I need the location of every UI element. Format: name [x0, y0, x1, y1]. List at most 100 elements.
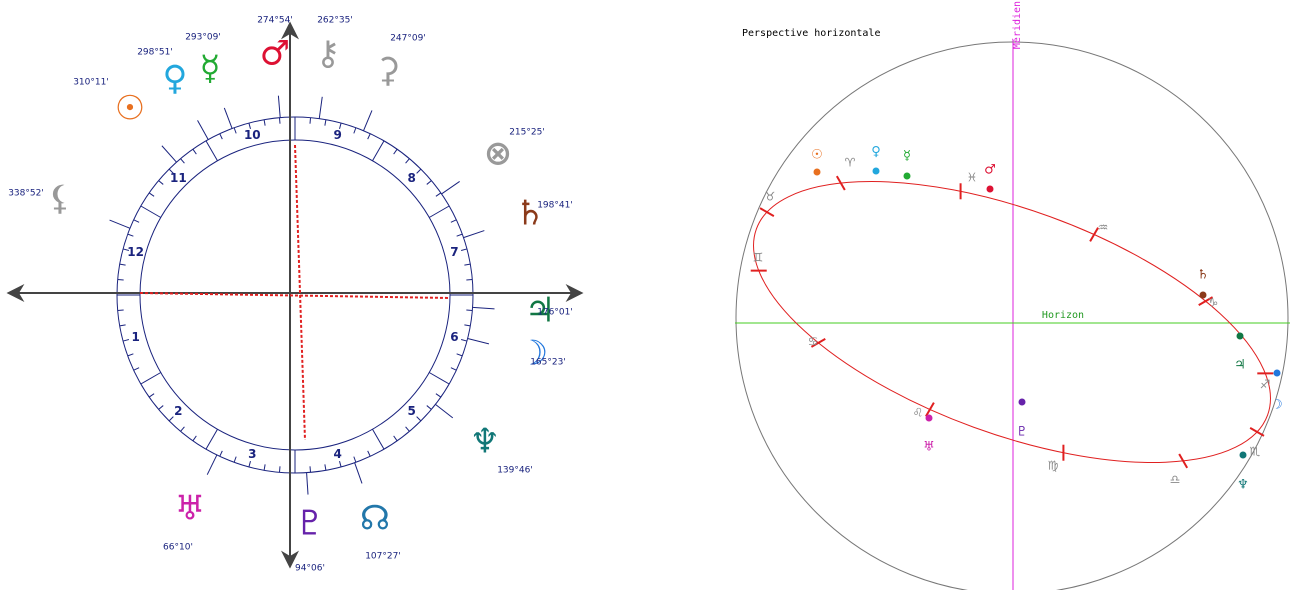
- sign-glyph: ♌: [913, 406, 924, 420]
- sign-glyph: ♉: [765, 190, 776, 204]
- ring-tick: [426, 405, 432, 410]
- planet-dot: [872, 167, 880, 175]
- ring-tick: [127, 233, 134, 237]
- sign-glyph: ♋: [808, 335, 819, 349]
- ring-tick: [367, 133, 371, 140]
- ring-tick: [219, 133, 223, 140]
- ring-tick: [309, 117, 312, 124]
- sign-glyph: ♐: [1260, 378, 1271, 392]
- ring-tick: [372, 140, 385, 162]
- ring-tick: [428, 372, 450, 385]
- planet-dot: [903, 172, 911, 180]
- planet-degree: 298°51': [137, 48, 173, 58]
- ring-tick: [140, 372, 162, 385]
- planet-glyph: ♇: [1016, 425, 1028, 440]
- planet-dot: [986, 185, 994, 193]
- house-number: 12: [127, 245, 144, 259]
- planet-pointer: [109, 219, 131, 229]
- planet-glyph: ♅: [923, 440, 935, 455]
- ring-tick: [339, 461, 342, 468]
- planet-degree: 247°09': [390, 34, 426, 44]
- planet-pointer: [467, 338, 490, 345]
- ring-tick: [263, 464, 266, 471]
- ring-tick: [416, 416, 422, 422]
- ring-tick: [127, 353, 134, 357]
- sign-glyph: ♊: [753, 251, 764, 265]
- ring-tick: [435, 393, 442, 398]
- ring-tick: [367, 450, 371, 457]
- ring-tick: [461, 248, 468, 251]
- ecliptic-tick: [1089, 227, 1099, 242]
- planet-dot: [1273, 369, 1281, 377]
- ring-tick: [393, 148, 398, 155]
- planet-glyph: ♄: [515, 194, 545, 234]
- ring-tick: [180, 426, 185, 432]
- planet-pointer: [223, 107, 233, 129]
- house-number: 5: [407, 404, 415, 418]
- meridian-label: Méridien: [1011, 1, 1023, 49]
- ring-tick: [119, 263, 126, 266]
- ring-tick: [158, 180, 164, 185]
- ecliptic-tick: [1198, 296, 1214, 307]
- planet-glyph: ♇: [295, 504, 325, 544]
- ring-tick: [456, 233, 463, 237]
- ring-tick: [450, 219, 457, 223]
- sign-glyph: ♒: [1098, 221, 1109, 235]
- ring-tick: [122, 339, 129, 342]
- ecliptic-tick: [759, 207, 775, 217]
- planet-pointer: [463, 230, 485, 239]
- ring-tick: [133, 367, 140, 371]
- ecliptic-tick: [810, 337, 826, 348]
- ring-tick: [393, 435, 398, 442]
- planet-degree: 198°41': [537, 201, 573, 211]
- sign-glyph: ♓: [967, 171, 978, 185]
- planet-pointer: [306, 472, 309, 495]
- planet-pointer: [277, 95, 281, 118]
- planet-pointer: [435, 403, 454, 419]
- planet-glyph: ⚸: [48, 179, 73, 219]
- perspective: Perspective horizontale Méridien Horizon: [735, 1, 1290, 590]
- planet-degree: 274°54': [257, 16, 293, 26]
- ring-tick: [428, 205, 450, 218]
- planet-dot: [1018, 398, 1026, 406]
- planet-pointer: [354, 462, 363, 484]
- planet-degree: 215°25': [509, 128, 545, 138]
- ring-tick: [192, 148, 197, 155]
- sign-glyph: ♑: [1208, 296, 1219, 310]
- planet-glyph: ♀: [163, 59, 188, 99]
- ring-tick: [324, 119, 327, 126]
- dotted-line: [139, 292, 451, 299]
- ecliptic-tick: [835, 175, 846, 191]
- planet-glyph: ♄: [1197, 268, 1209, 283]
- ring-tick: [219, 450, 223, 457]
- ring-tick: [466, 309, 473, 312]
- planet-glyph: ⊗: [484, 134, 513, 174]
- ring-tick: [416, 168, 422, 174]
- ring-tick: [450, 367, 457, 371]
- ring-tick: [233, 456, 237, 463]
- ring-tick: [461, 339, 468, 342]
- ecliptic: [753, 181, 1271, 463]
- house-number: 10: [244, 128, 261, 142]
- planet-dot: [813, 168, 821, 176]
- planet-degree: 293°09': [185, 33, 221, 43]
- planet-pointer: [197, 120, 209, 140]
- planet-dot: [925, 414, 933, 422]
- ring-tick: [168, 416, 174, 422]
- house-number: 8: [407, 171, 415, 185]
- planet-glyph: ☉: [115, 89, 145, 129]
- planet-pointer: [206, 454, 218, 475]
- planet-dot: [1236, 332, 1244, 340]
- ring-tick: [426, 180, 432, 185]
- ring-tick: [133, 219, 140, 223]
- ring-tick: [405, 426, 410, 432]
- ring-tick: [117, 278, 124, 281]
- planet-degree: 338°52': [8, 189, 44, 199]
- ring-tick: [168, 168, 174, 174]
- planet-dot: [1239, 451, 1247, 459]
- planet-degree: 176°01': [537, 308, 573, 318]
- view-title: Perspective horizontale: [742, 28, 880, 39]
- ring-tick: [435, 192, 442, 197]
- ecliptic-tick: [1249, 427, 1265, 437]
